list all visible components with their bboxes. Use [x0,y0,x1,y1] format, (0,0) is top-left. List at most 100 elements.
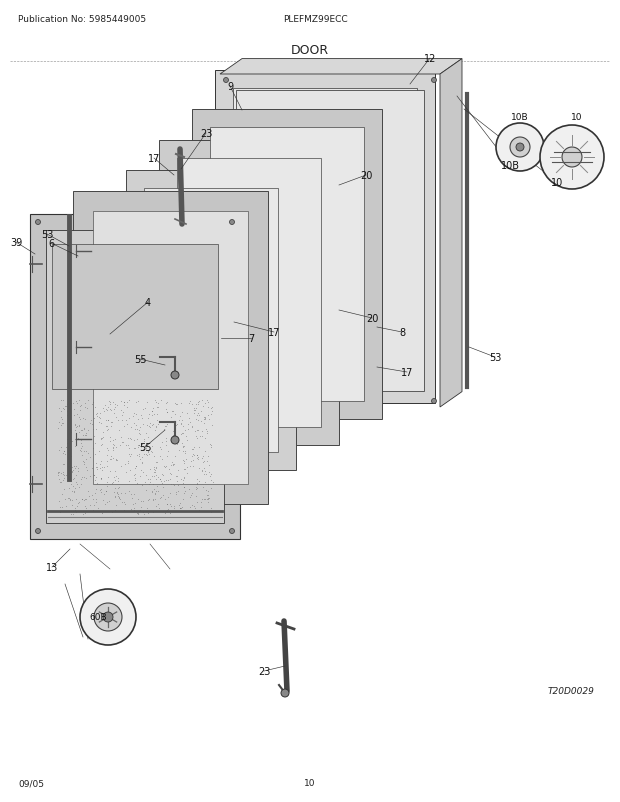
Point [98,493,108,506]
Point [66,443,76,456]
Point [178,445,188,458]
Point [151,420,161,433]
Point [113,482,123,495]
Point [76,404,86,417]
Point [136,412,146,425]
Point [104,472,113,484]
Point [148,440,157,453]
Point [147,486,157,499]
Point [198,450,208,463]
Point [133,441,143,454]
Point [136,457,146,470]
Point [179,472,189,484]
Point [108,440,118,453]
Point [143,473,153,486]
Point [107,403,117,416]
Point [169,458,179,471]
Point [81,493,91,506]
Point [71,476,81,489]
Point [177,437,187,450]
Point [177,418,187,431]
Point [86,417,95,430]
Point [70,440,80,453]
Point [172,436,182,449]
Circle shape [94,603,122,631]
Point [83,433,93,446]
Polygon shape [30,215,240,539]
Point [94,501,104,514]
Point [81,507,91,520]
Point [197,452,206,465]
Point [69,482,79,495]
Point [151,484,161,497]
Point [64,468,74,481]
Point [116,403,126,416]
Point [81,452,91,465]
Text: 4: 4 [145,298,151,308]
Point [143,431,153,444]
Point [144,422,154,435]
Point [130,442,140,455]
Point [163,445,173,458]
Point [61,441,71,454]
Point [203,493,213,506]
Point [56,467,66,480]
Point [167,405,177,418]
Point [206,474,216,487]
Point [166,478,175,491]
Point [151,500,161,512]
Point [153,408,162,421]
Point [197,431,207,444]
Point [66,485,76,498]
Point [174,499,184,512]
Point [130,462,140,475]
Point [129,443,139,456]
Polygon shape [126,171,296,471]
Point [69,409,79,422]
Point [207,405,217,418]
Point [194,475,204,488]
Point [107,416,117,429]
Point [153,498,163,511]
Point [166,508,175,520]
Point [134,451,144,464]
Point [103,414,113,427]
Point [162,498,172,511]
Text: 17: 17 [148,154,160,164]
Point [171,419,181,432]
Point [193,396,203,409]
Point [97,438,107,451]
Point [151,472,161,485]
Text: 10: 10 [304,779,316,788]
Point [113,476,123,488]
Point [170,408,180,421]
Point [106,450,116,463]
Point [66,397,76,410]
Point [105,403,115,416]
Circle shape [223,79,229,83]
Point [190,424,200,437]
Point [200,465,210,478]
Point [123,439,133,452]
Point [78,472,87,484]
Point [125,431,135,444]
Point [77,449,87,462]
Point [151,461,161,474]
Point [102,442,112,455]
Point [187,450,197,463]
Text: 23: 23 [258,666,270,676]
Point [58,458,68,471]
Point [138,419,148,431]
Point [108,471,118,484]
Point [92,410,102,423]
Point [178,441,188,454]
Point [89,500,99,512]
Point [203,410,213,423]
Point [100,498,110,511]
Point [125,485,135,498]
Point [136,438,146,451]
Point [193,441,203,454]
Point [88,504,98,516]
Point [66,450,76,463]
Point [147,419,157,431]
